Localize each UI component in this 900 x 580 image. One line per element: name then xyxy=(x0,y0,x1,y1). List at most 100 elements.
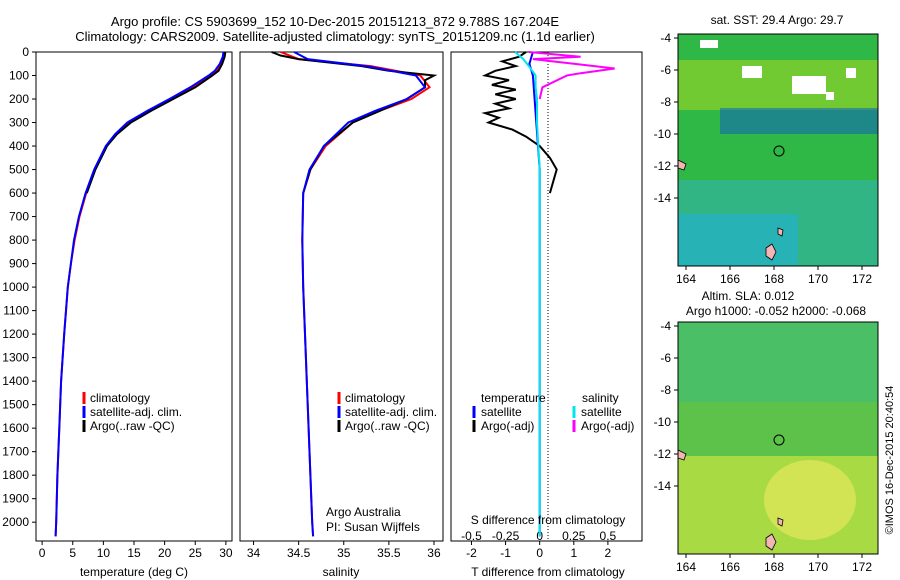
sla-map-frame xyxy=(677,321,879,555)
salinity-series xyxy=(271,51,438,537)
temperature-argo-line xyxy=(85,51,227,194)
lat-tick-label: -10 xyxy=(654,127,672,141)
sla-coastline-island-2 xyxy=(765,533,777,551)
x-tick-label: 15 xyxy=(127,546,141,560)
lon-tick-label: 170 xyxy=(808,560,828,574)
temperature-legend: climatology satellite-adj. clim. Argo(..… xyxy=(82,391,182,433)
legend-label-satellite: satellite-adj. clim. xyxy=(90,405,182,419)
legend-label-climatology: climatology xyxy=(345,391,405,405)
s-tick-label: -0.5 xyxy=(461,529,482,543)
sst-argo-location-marker xyxy=(773,145,785,157)
depth-tick-label: 1200 xyxy=(2,327,29,341)
imos-credit: ©IMOS 16-Dec-2015 20:40:54 xyxy=(884,386,896,535)
depth-tick-label: 1600 xyxy=(2,421,29,435)
t-difference-label: T difference from climatology xyxy=(471,565,625,579)
temperature-x-label: temperature (deg C) xyxy=(80,565,188,579)
legend-label-t-satellite: satellite xyxy=(481,405,522,419)
depth-tick-label: 1100 xyxy=(3,304,29,318)
sst-map-panel: sat. SST: 29.4 Argo: 29.7 164 166 168 170 17… xyxy=(654,13,879,286)
temperature-series xyxy=(54,51,227,537)
x-tick-label: 36 xyxy=(427,546,441,560)
lon-tick-label: 170 xyxy=(808,272,828,286)
lat-tick-label: -6 xyxy=(660,351,671,365)
salinity-argo-line xyxy=(271,51,438,194)
salinity-legend: climatology satellite-adj. clim. Argo(..… xyxy=(337,391,437,433)
x-tick-label: 35 xyxy=(337,546,351,560)
s-argo-difference-line xyxy=(528,51,615,100)
salinity-satellite-line xyxy=(293,51,427,537)
depth-tick-label: 900 xyxy=(9,257,29,271)
temperature-satellite-line xyxy=(54,51,225,537)
depth-tick-label: 1500 xyxy=(2,398,29,412)
difference-panel: -2 -1 0 1 2 -0.5 -0.25 0 0.25 0.5 temperature sa… xyxy=(450,51,643,579)
depth-tick-label: 1300 xyxy=(2,351,29,365)
sla-argo-location-marker xyxy=(773,434,785,446)
salinity-axis: 34 34.5 35 35.5 36 xyxy=(247,541,441,560)
temperature-panel: 0100200300400500600700800900100011001200… xyxy=(2,45,233,579)
lat-tick-label: -10 xyxy=(654,415,672,429)
difference-legend: temperature satellite Argo(-adj) salinit… xyxy=(472,391,634,433)
x-tick-label: 34.5 xyxy=(287,546,311,560)
difference-series xyxy=(481,51,615,537)
legend-label-argo: Argo(..raw -QC) xyxy=(345,419,430,433)
x-tick-label: 0 xyxy=(39,546,46,560)
depth-tick-label: 800 xyxy=(9,233,29,247)
s-tick-label: 0.25 xyxy=(562,529,586,543)
s-satellite-difference-line xyxy=(514,51,541,537)
lon-tick-label: 164 xyxy=(676,272,696,286)
sst-map-band-cyan-2 xyxy=(678,214,798,266)
depth-tick-label: 1700 xyxy=(2,445,29,459)
legend-label-s-argo: Argo(-adj) xyxy=(581,419,634,433)
salinity-panel: 34 34.5 35 35.5 36 climatology satellite-adj… xyxy=(239,51,444,579)
x-tick-label: -2 xyxy=(466,546,477,560)
depth-tick-label: 2000 xyxy=(2,515,29,529)
sst-map-title: sat. SST: 29.4 Argo: 29.7 xyxy=(711,13,844,27)
depth-tick-label: 300 xyxy=(9,116,29,130)
lon-tick-label: 166 xyxy=(720,272,740,286)
legend-label-t-argo: Argo(-adj) xyxy=(481,419,534,433)
lon-tick-label: 168 xyxy=(764,272,784,286)
sst-map-band-light xyxy=(678,60,878,110)
lat-tick-label: -4 xyxy=(660,319,671,333)
lon-tick-label: 166 xyxy=(720,560,740,574)
depth-tick-label: 400 xyxy=(9,139,29,153)
legend-label-climatology: climatology xyxy=(90,391,150,405)
lon-tick-label: 172 xyxy=(852,560,872,574)
lon-tick-label: 172 xyxy=(852,272,872,286)
salinity-x-label: salinity xyxy=(323,565,360,579)
depth-tick-label: 1900 xyxy=(2,492,29,506)
s-tick-label: 0.5 xyxy=(600,529,617,543)
legend-salinity-title: salinity xyxy=(582,391,619,405)
lat-tick-label: -8 xyxy=(660,95,671,109)
lat-tick-label: -12 xyxy=(654,159,672,173)
depth-tick-label: 1400 xyxy=(2,374,29,388)
t-argo-difference-line xyxy=(481,51,558,194)
x-tick-label: 30 xyxy=(219,546,233,560)
x-tick-label: 25 xyxy=(189,546,203,560)
sla-map-axes: 164 166 168 170 172 -4 -6 -8 -10 -12 -14 xyxy=(654,319,873,574)
t-difference-axis: -2 -1 0 1 2 xyxy=(466,541,612,560)
difference-plot-frame xyxy=(450,51,643,542)
sst-cloud-gap-3 xyxy=(846,68,856,78)
sla-map-high-center xyxy=(764,460,856,540)
credit-line-1: Argo Australia xyxy=(326,505,401,519)
sla-map-title-1: Altim. SLA: 0.012 xyxy=(702,289,795,303)
x-tick-label: 2 xyxy=(605,546,612,560)
legend-temperature-title: temperature xyxy=(481,391,546,405)
lat-tick-label: -14 xyxy=(654,479,672,493)
sla-map-band-teal xyxy=(678,322,878,402)
temperature-axis: 0 5 10 15 20 25 30 xyxy=(39,541,233,560)
sst-cloud-gap-4 xyxy=(700,40,718,48)
salinity-plot-frame xyxy=(239,51,444,542)
lat-tick-label: -12 xyxy=(654,447,672,461)
legend-label-s-satellite: satellite xyxy=(581,405,622,419)
header-line-2: Climatology: CARS2009. Satellite-adjuste… xyxy=(75,29,595,44)
legend-label-satellite: satellite-adj. clim. xyxy=(345,405,437,419)
sst-cloud-gap-1 xyxy=(742,66,762,78)
x-tick-label: 0 xyxy=(536,546,543,560)
depth-tick-label: 200 xyxy=(9,92,29,106)
depth-tick-label: 1000 xyxy=(2,280,29,294)
depth-tick-label: 100 xyxy=(9,69,29,83)
x-tick-label: 20 xyxy=(158,546,172,560)
